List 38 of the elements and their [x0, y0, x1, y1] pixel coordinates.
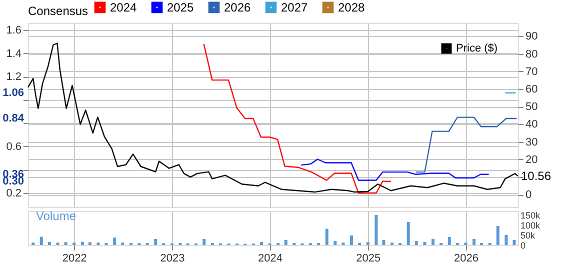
y3-tick-label: 0	[520, 240, 526, 250]
text: 1.06	[2, 86, 24, 99]
legend-label: 2024	[110, 0, 138, 14]
y2-tick-label: 30	[526, 136, 538, 148]
y2-tick-label: 40	[526, 118, 538, 131]
legend-label: Price ($)	[456, 42, 498, 54]
legend-title: Consensus	[28, 4, 88, 18]
text: 0.84	[2, 112, 25, 124]
x-tick-label: 2023	[160, 252, 185, 264]
legend-label: Volume	[36, 209, 76, 223]
y2-tick-label: 70	[526, 66, 538, 78]
y-tick-label: 1.6	[6, 24, 22, 36]
line-series	[300, 158, 490, 181]
line-series	[415, 116, 518, 173]
y-tick-label: 1.2	[6, 71, 22, 84]
y3-tick-label: 100k	[520, 220, 541, 230]
y2-tick-label: 90	[526, 30, 538, 43]
y2-tick-label: 0	[526, 189, 532, 202]
y-tick-label: 0.6	[6, 140, 22, 153]
y2-tick-label: 80	[526, 48, 538, 60]
legend-label: 2026	[224, 0, 252, 14]
y-tick-label: 1.4	[6, 48, 22, 60]
legend-label: 2028	[338, 0, 366, 14]
y3-tick-label: 150k	[520, 210, 541, 220]
y2-tick-label: 20	[526, 154, 538, 166]
legend-label: 2025	[167, 0, 194, 14]
y3-tick-label: 50k	[520, 230, 536, 240]
data-label: 10.56	[521, 169, 552, 184]
y-tick-label: 0.2	[6, 188, 22, 200]
x-tick-label: 2026	[454, 252, 478, 264]
y2-tick-label: 60	[526, 84, 538, 96]
line-series	[27, 42, 519, 193]
line-series	[203, 43, 392, 194]
x-tick-label: 2025	[356, 252, 381, 264]
x-tick-label: 2022	[62, 252, 87, 264]
y2-tick-label: 50	[526, 101, 538, 114]
legend-label: 2027	[281, 0, 308, 14]
x-tick-label: 2024	[258, 252, 283, 264]
